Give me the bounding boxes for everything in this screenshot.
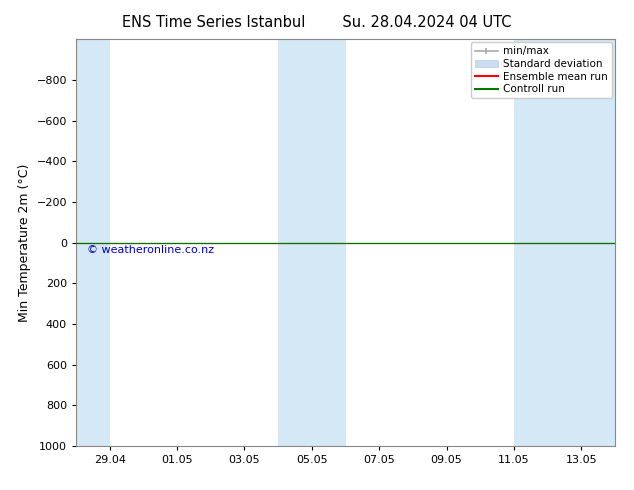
- Text: © weatheronline.co.nz: © weatheronline.co.nz: [87, 245, 214, 255]
- Legend: min/max, Standard deviation, Ensemble mean run, Controll run: min/max, Standard deviation, Ensemble me…: [470, 42, 612, 98]
- Text: ENS Time Series Istanbul        Su. 28.04.2024 04 UTC: ENS Time Series Istanbul Su. 28.04.2024 …: [122, 15, 512, 30]
- Bar: [278, 39, 346, 446]
- Y-axis label: Min Temperature 2m (°C): Min Temperature 2m (°C): [18, 163, 31, 322]
- Bar: [514, 39, 615, 446]
- Bar: [76, 39, 110, 446]
